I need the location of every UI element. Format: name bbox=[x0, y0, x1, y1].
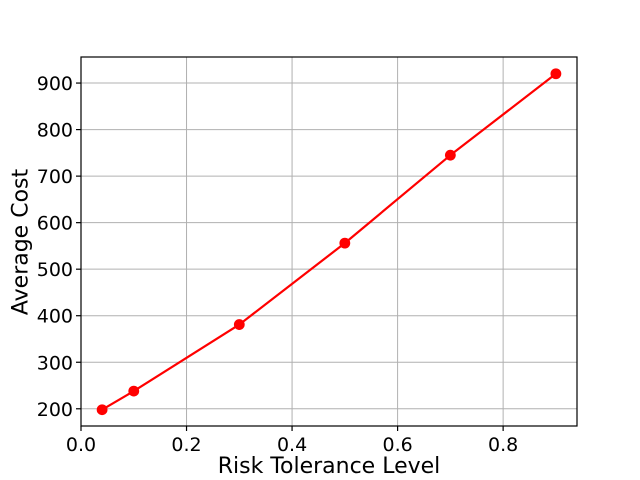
y-tick-label: 200 bbox=[37, 399, 73, 421]
y-tick-label: 700 bbox=[37, 166, 73, 188]
y-tick-label: 600 bbox=[37, 213, 73, 235]
x-tick-label: 0.2 bbox=[171, 434, 201, 456]
x-tick-label: 0.8 bbox=[488, 434, 518, 456]
y-tick-label: 400 bbox=[37, 306, 73, 328]
data-point-marker bbox=[233, 319, 245, 330]
data-point-marker bbox=[550, 68, 562, 80]
data-point-marker bbox=[96, 404, 108, 416]
plot-area bbox=[81, 57, 577, 426]
data-point-marker bbox=[444, 149, 456, 161]
x-tick-label: 0.0 bbox=[66, 434, 96, 456]
y-tick-label: 800 bbox=[37, 120, 73, 142]
plot-border bbox=[80, 56, 578, 427]
x-tick-label: 0.4 bbox=[277, 434, 307, 456]
y-axis-label: Average Cost bbox=[8, 168, 34, 316]
data-point-marker bbox=[339, 237, 351, 249]
y-tick-label: 500 bbox=[37, 259, 73, 281]
series-line bbox=[101, 72, 557, 411]
y-tick-label: 300 bbox=[37, 352, 73, 374]
x-tick-label: 0.6 bbox=[382, 434, 412, 456]
x-axis-label: Risk Tolerance Level bbox=[217, 454, 441, 479]
y-tick-label: 900 bbox=[37, 73, 73, 95]
data-point-marker bbox=[128, 385, 140, 397]
